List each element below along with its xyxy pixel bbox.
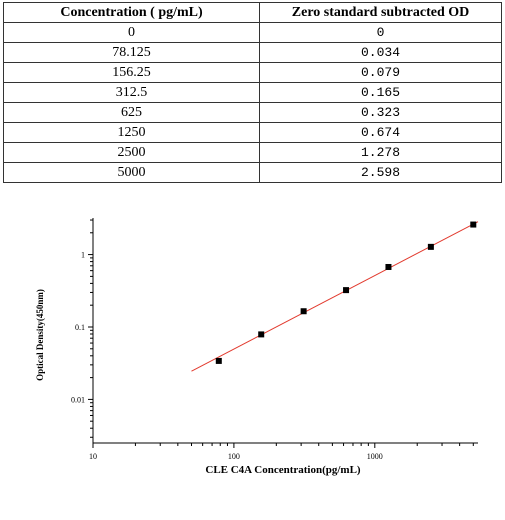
standard-curve-chart: 10 100 1000 0.01 0.1 1 CLE C4A Concentration(… [35,218,479,476]
concentration-cell: 1250 [3,122,260,143]
concentration-cell: 156.25 [3,62,260,83]
data-point [427,243,434,250]
concentration-cell: 312.5 [3,82,260,103]
table-header-row: Concentration ( pg/mL) Zero standard sub… [3,2,502,23]
x-tick-label: 100 [228,452,240,461]
header-concentration: Concentration ( pg/mL) [3,2,260,23]
data-point [343,287,350,294]
od-cell: 0 [259,22,502,43]
concentration-cell: 5000 [3,162,260,183]
table-row: 0 0 [3,22,502,43]
table-row: 312.5 0.165 [3,82,502,103]
data-point [385,263,392,270]
table-row: 156.25 0.079 [3,62,502,83]
od-cell: 2.598 [259,162,502,183]
od-cell: 0.079 [259,62,502,83]
od-cell: 0.674 [259,122,502,143]
od-cell: 0.165 [259,82,502,103]
header-od: Zero standard subtracted OD [259,2,502,23]
table-row: 78.125 0.034 [3,42,502,63]
x-axis-label: CLE C4A Concentration(pg/mL) [205,464,361,476]
x-tick-label: 10 [89,452,97,461]
od-cell: 0.034 [259,42,502,63]
plot-marks [191,221,479,372]
concentration-cell: 2500 [3,142,260,163]
table-row: 1250 0.674 [3,122,502,143]
od-cell: 1.278 [259,142,502,163]
table-row: 5000 2.598 [3,162,502,183]
table-row: 2500 1.278 [3,142,502,163]
concentration-cell: 0 [3,22,260,43]
x-tick-label: 1000 [367,452,383,461]
y-tick-label: 0.01 [71,395,85,404]
data-point [258,331,265,338]
y-tick-label: 1 [81,251,85,260]
y-axis-label: Optical Density(450nm) [35,289,45,381]
fit-line [191,221,479,372]
table-row: 625 0.323 [3,102,502,123]
data-point [215,357,222,364]
data-point [300,308,307,315]
standard-curve-table: Concentration ( pg/mL) Zero standard sub… [3,2,502,183]
y-tick-label: 0.1 [75,323,85,332]
concentration-cell: 78.125 [3,42,260,63]
plot-axes: 10 100 1000 0.01 0.1 1 [71,218,478,461]
data-point [470,221,477,228]
od-cell: 0.323 [259,102,502,123]
concentration-cell: 625 [3,102,260,123]
